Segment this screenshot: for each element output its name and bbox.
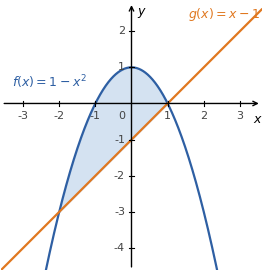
Text: 3: 3 bbox=[236, 112, 244, 121]
Text: 2: 2 bbox=[118, 26, 125, 36]
Text: 1: 1 bbox=[164, 112, 171, 121]
Text: -4: -4 bbox=[114, 243, 125, 253]
Text: 0: 0 bbox=[118, 112, 125, 121]
Text: $y$: $y$ bbox=[137, 6, 147, 20]
Text: $g(x) = x - 1$: $g(x) = x - 1$ bbox=[188, 7, 259, 23]
Text: -1: -1 bbox=[90, 112, 101, 121]
Text: -2: -2 bbox=[54, 112, 65, 121]
Text: $f(x) = 1 - x^2$: $f(x) = 1 - x^2$ bbox=[12, 73, 87, 91]
Text: -3: -3 bbox=[114, 207, 125, 217]
Text: -3: -3 bbox=[17, 112, 29, 121]
Text: 2: 2 bbox=[200, 112, 207, 121]
Text: -1: -1 bbox=[114, 135, 125, 145]
Text: 1: 1 bbox=[118, 62, 125, 72]
Text: -2: -2 bbox=[114, 171, 125, 181]
Text: $x$: $x$ bbox=[253, 113, 263, 125]
